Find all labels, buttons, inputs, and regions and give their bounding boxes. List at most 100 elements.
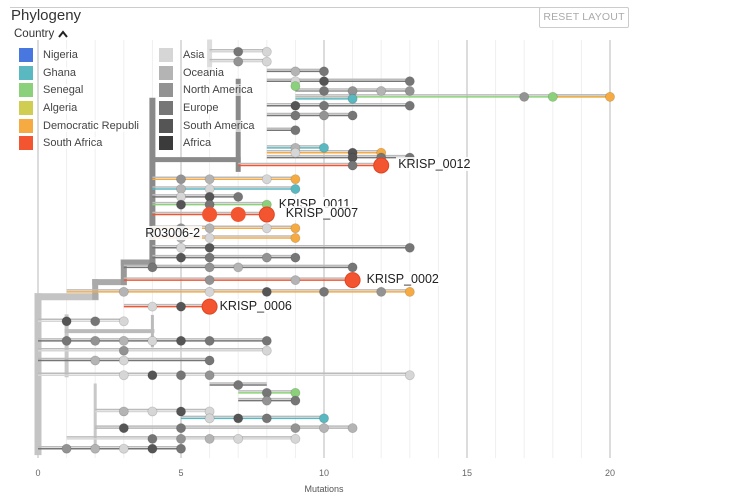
tree-node	[233, 46, 244, 57]
legend-swatch	[159, 136, 173, 151]
x-axis: 0 5 10 15 20 Mutations	[35, 468, 615, 494]
legend-item[interactable]: Africa	[154, 134, 294, 152]
tree-node	[233, 262, 244, 273]
legend-item[interactable]: Algeria	[14, 99, 154, 117]
tree-node	[404, 370, 415, 381]
tree-node	[147, 443, 158, 454]
tree-node	[233, 191, 244, 202]
tree-node	[175, 443, 186, 454]
highlighted-tip-node	[201, 298, 218, 315]
tree-node	[318, 413, 329, 424]
tree-node	[318, 86, 329, 97]
tree-node	[233, 413, 244, 424]
tree-node	[118, 423, 129, 434]
tree-node	[347, 110, 358, 121]
tree-node	[204, 262, 215, 273]
legend-item[interactable]: Nigeria	[14, 46, 154, 64]
tree-node	[233, 56, 244, 67]
tree-node	[318, 76, 329, 87]
highlighted-tip-node	[344, 272, 361, 289]
tree-node	[118, 443, 129, 454]
tree-node	[147, 262, 158, 273]
tree-node	[204, 275, 215, 286]
tree-node	[404, 242, 415, 253]
x-tick-label: 15	[462, 468, 472, 478]
tree-node	[261, 335, 272, 346]
tip-label[interactable]: KRISP_0006	[217, 298, 294, 313]
tree-node	[204, 335, 215, 346]
tip-label[interactable]: R03006-2	[143, 226, 203, 241]
tree-node	[90, 316, 101, 327]
tree-node	[175, 174, 186, 185]
tree-node	[204, 174, 215, 185]
legend-item[interactable]: South America	[154, 117, 294, 135]
tree-node	[290, 395, 301, 406]
tree-node	[175, 301, 186, 312]
tree-node	[61, 316, 72, 327]
tip-label[interactable]: KRISP_0012	[396, 157, 473, 172]
chevron-up-icon[interactable]	[58, 30, 69, 38]
legend-swatch	[19, 83, 33, 98]
legend-item[interactable]: Democratic Republi	[14, 117, 154, 135]
tree-node	[519, 91, 530, 102]
legend-item[interactable]: Senegal	[14, 81, 154, 99]
tree-node	[347, 423, 358, 434]
legend-item[interactable]: Ghana	[14, 64, 154, 82]
tree-node	[318, 66, 329, 77]
highlighted-tip-node	[373, 157, 390, 174]
tree-node	[204, 433, 215, 444]
x-axis-label: Mutations	[304, 484, 344, 494]
tree-node	[404, 286, 415, 297]
tree-node	[347, 160, 358, 171]
tree-node	[547, 91, 558, 102]
legend-swatch	[159, 47, 173, 62]
legend-label: South America	[183, 119, 255, 132]
legend-item[interactable]: South Africa	[14, 134, 154, 152]
tree-node	[61, 443, 72, 454]
tree-node	[147, 335, 158, 346]
tree-node	[261, 174, 272, 185]
legend-header[interactable]: Country	[14, 28, 294, 40]
tree-node	[175, 370, 186, 381]
legend-item[interactable]: Europe	[154, 99, 294, 117]
tree-node	[261, 345, 272, 356]
tree-node	[290, 252, 301, 263]
legend-item[interactable]: North America	[154, 81, 294, 99]
tree-node	[118, 355, 129, 366]
x-tick-label: 5	[178, 468, 183, 478]
tree-node	[404, 100, 415, 111]
tree-node	[318, 142, 329, 153]
tree-node	[261, 46, 272, 57]
reset-layout-button[interactable]: RESET LAYOUT	[539, 7, 629, 28]
legend-item[interactable]: Oceania	[154, 64, 294, 82]
tree-node	[233, 433, 244, 444]
tree-node	[90, 335, 101, 346]
tree-node	[318, 286, 329, 297]
tree-node	[261, 286, 272, 297]
tree-node	[175, 242, 186, 253]
tree-node	[290, 275, 301, 286]
tree-node	[290, 147, 301, 158]
tree-node	[118, 406, 129, 417]
tree-node	[290, 66, 301, 77]
tree-node	[290, 423, 301, 434]
legend-label: North America	[183, 84, 253, 97]
tree-node	[147, 301, 158, 312]
tree-node	[404, 86, 415, 97]
tree-node	[147, 370, 158, 381]
tree-node	[347, 93, 358, 104]
tip-label[interactable]: KRISP_0007	[283, 206, 361, 221]
tree-node	[118, 335, 129, 346]
tree-node	[90, 355, 101, 366]
legend-item[interactable]: Asia	[154, 46, 294, 64]
legend-swatch	[159, 100, 173, 115]
tree-node	[204, 370, 215, 381]
legend-title: Country	[14, 28, 55, 40]
tree-node	[118, 316, 129, 327]
legend-swatch	[159, 65, 173, 80]
highlighted-tip-node	[202, 206, 218, 222]
legend-swatch	[19, 65, 33, 80]
tip-label[interactable]: KRISP_0002	[364, 272, 441, 287]
tree-node	[118, 286, 129, 297]
